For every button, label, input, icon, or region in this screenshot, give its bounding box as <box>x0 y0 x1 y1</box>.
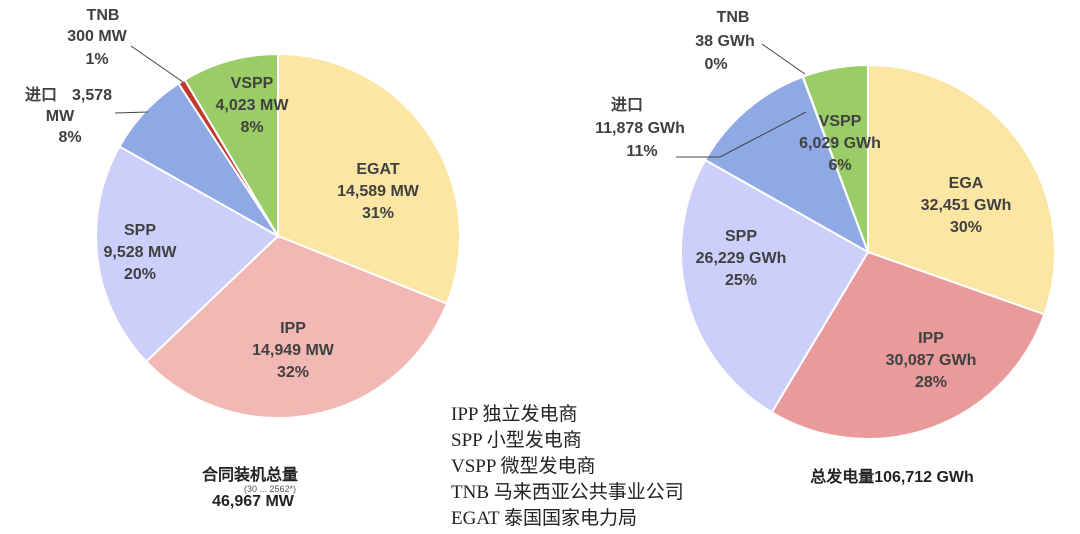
pie2-label-ipp-percent-label: 28% <box>915 374 947 391</box>
pie1-label-spp-value-label: 9,528 MW <box>104 244 178 261</box>
pie1-label-egat-percent-label: 31% <box>362 205 394 222</box>
pie2-slice-import <box>703 75 870 255</box>
pie2-label-tnb-percent-label: 0% <box>704 56 727 73</box>
pie2-label-import-name: 进口 <box>611 96 643 114</box>
pie1-caption-note: (30 ... 2562*) <box>244 484 296 494</box>
pie1-label-egat-value-label: 14,589 MW <box>337 183 420 200</box>
pie1-caption: 合同装机总量 <box>202 465 298 484</box>
pie2-label-ipp-name: IPP <box>918 330 944 347</box>
pie1-label-ipp-percent-label: 32% <box>277 364 309 381</box>
pie2-slice-ega <box>867 63 1056 316</box>
legend-item-egat: EGAT 泰国国家电力局 <box>451 508 637 529</box>
legend-item-vspp: VSPP 微型发电商 <box>451 456 596 477</box>
pie2-label-ega-value-label: 32,451 GWh <box>921 197 1012 214</box>
pie2-slice-vspp <box>801 63 869 253</box>
pie2-label-vspp-name: VSPP <box>819 113 862 130</box>
pie-generation: EGA 32,451 GWh 30% IPP 30,087 GWh 28% SPP 26,22… <box>595 9 1056 440</box>
legend-item-ipp: IPP 独立发电商 <box>451 404 578 425</box>
pie1-label-tnb-value-label: 300 MW <box>67 28 127 45</box>
pie2-label-spp-percent-label: 25% <box>725 272 757 289</box>
pie2-label-vspp-value-label: 6,029 GWh <box>799 135 881 152</box>
pie2-caption: 总发电量106,712 GWh <box>810 467 974 486</box>
pie2-label-ega-name: EGA <box>949 175 984 192</box>
pie1-label-egat-name: EGAT <box>356 161 399 178</box>
pie1-label-import-name: 进口 <box>25 86 57 104</box>
legend: IPP 独立发电商 SPP 小型发电商 VSPP 微型发电商 TNB 马来西亚公… <box>451 402 684 532</box>
pie2-slice-ipp <box>770 250 1046 440</box>
pie1-label-tnb-percent-label: 1% <box>85 51 108 68</box>
pie2-label-tnb-leader-line <box>761 43 806 75</box>
pie1-label-import-leader-line <box>114 111 149 114</box>
pie1-total: 46,967 MW <box>212 493 295 510</box>
pie2-label-spp-value-label: 26,229 GWh <box>696 250 787 267</box>
pie1-label-import-percent-label: 8% <box>58 129 81 146</box>
pie2-label-import-value-label: 11,878 GWh <box>595 120 685 137</box>
pie2-label-tnb-value-label: 38 GWh <box>695 33 755 50</box>
pie1-label-import-value-label2: MW <box>46 108 75 125</box>
legend-item-tnb: TNB 马来西亚公共事业公司 <box>451 482 684 503</box>
pie1-label-spp-percent-label: 20% <box>124 266 156 283</box>
pie1-label-spp-name: SPP <box>124 222 156 239</box>
pie2-label-tnb-name: TNB <box>717 9 750 26</box>
pie2-label-vspp-percent-label: 6% <box>828 157 851 174</box>
pie1-label-ipp-value-label: 14,949 MW <box>252 342 335 359</box>
pie-installed-capacity: EGAT 14,589 MW 31% IPP 14,949 MW 32% SPP 9,528 … <box>25 7 461 419</box>
pie2-label-import-percent-label: 11% <box>626 143 657 160</box>
pie1-label-ipp-name: IPP <box>280 320 306 337</box>
pie1-slice-egat <box>277 52 461 305</box>
pie1-label-vspp-name: VSPP <box>231 75 274 92</box>
pie2-label-ipp-value-label: 30,087 GWh <box>886 352 977 369</box>
pie1-slice-vspp <box>183 52 279 240</box>
pie2-label-spp-name: SPP <box>725 228 757 245</box>
legend-item-spp: SPP 小型发电商 <box>451 430 582 451</box>
pie1-slice-spp <box>95 145 280 363</box>
pie1-label-import-value-label: 3,578 <box>72 87 112 104</box>
pie1-label-vspp-percent-label: 8% <box>240 119 263 136</box>
pie1-label-tnb-leader-line <box>130 45 184 83</box>
pie1-label-tnb-name: TNB <box>87 7 120 24</box>
pie1-label-vspp-value-label: 4,023 MW <box>216 97 290 114</box>
pie1-slice-ipp <box>144 234 449 419</box>
pie2-label-ega-percent-label: 30% <box>950 219 982 236</box>
pie2-label-import-leader-line <box>676 111 807 158</box>
pie2-slice-spp <box>680 158 870 414</box>
